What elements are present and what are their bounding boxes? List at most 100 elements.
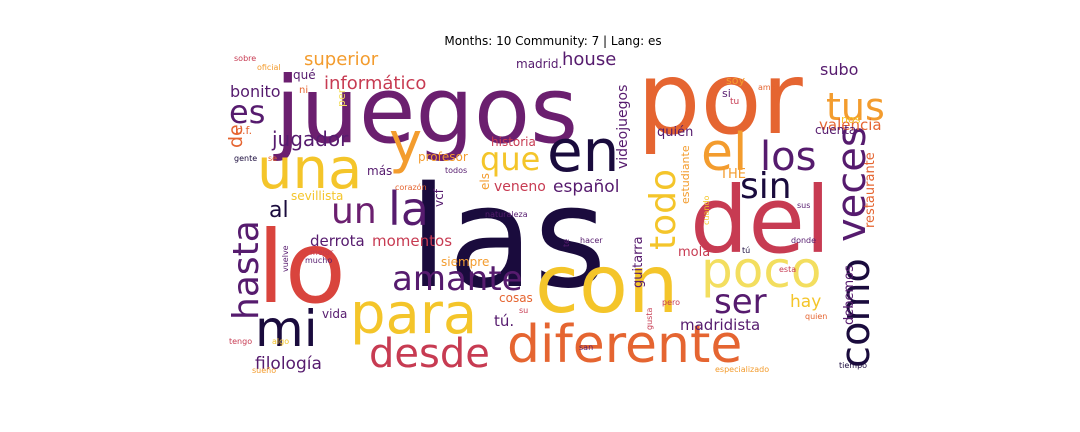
cloud-word: la xyxy=(388,182,429,236)
cloud-word: tu xyxy=(730,97,739,107)
cloud-word: c.f. xyxy=(236,124,252,137)
cloud-word: juegos xyxy=(273,57,578,164)
cloud-word: restaurante xyxy=(863,152,878,228)
cloud-word: soy xyxy=(726,74,745,87)
cloud-word: siempre xyxy=(441,255,489,269)
cloud-word: superior xyxy=(304,50,379,70)
cloud-word: veces xyxy=(829,126,875,242)
cloud-word: en xyxy=(547,117,619,185)
cloud-word: vcf xyxy=(432,188,446,207)
cloud-word: ni xyxy=(299,85,308,96)
cloud-word: madrid. xyxy=(516,57,562,71)
cloud-word: mola xyxy=(678,245,710,260)
cloud-word: tus xyxy=(826,85,883,129)
cloud-word: que xyxy=(480,140,540,178)
cloud-word: gente xyxy=(234,154,257,163)
cloud-word: naturaleza xyxy=(485,210,528,219)
cloud-word: house xyxy=(562,50,616,70)
cloud-word: cuenta xyxy=(815,123,856,137)
cloud-word: sin xyxy=(740,166,792,207)
cloud-word: ser xyxy=(714,282,767,322)
cloud-word: al xyxy=(269,198,289,223)
cloud-word: veneno xyxy=(494,179,546,195)
cloud-word: jugador xyxy=(271,127,349,151)
cloud-word: todo xyxy=(643,169,684,250)
cloud-word: sobre xyxy=(234,54,256,63)
cloud-word: diferente xyxy=(507,315,742,375)
cloud-word: vuelve xyxy=(281,245,290,272)
cloud-word: una xyxy=(257,137,362,202)
cloud-word: sus xyxy=(797,201,810,210)
cloud-word: tú. xyxy=(494,312,514,330)
cloud-word: mucho xyxy=(305,256,332,265)
cloud-word: algo xyxy=(272,337,289,346)
cloud-word: del xyxy=(690,167,831,274)
cloud-word: todos xyxy=(445,166,467,175)
cloud-word: quién xyxy=(657,125,693,140)
cloud-word: de xyxy=(225,124,247,148)
cloud-word: valencia xyxy=(819,116,882,134)
cloud-word: els xyxy=(478,173,492,190)
cloud-word: desde xyxy=(369,331,490,377)
cloud-word: lo xyxy=(257,209,346,326)
word-cloud: juegos por las con del lo una en y diferente para m… xyxy=(217,50,883,383)
cloud-word: videojuegos xyxy=(615,85,631,169)
cloud-word: mejor xyxy=(310,248,334,257)
cloud-word: derrota xyxy=(310,232,365,250)
cloud-word: las xyxy=(409,157,607,320)
cloud-word: madridista xyxy=(680,316,760,334)
cloud-word: para xyxy=(350,282,477,347)
cloud-word: por xyxy=(637,50,804,157)
cloud-word: oficial xyxy=(257,63,281,72)
cloud-word: el xyxy=(701,123,747,183)
cloud-word: guitarra xyxy=(631,236,646,288)
chart-title: Months: 10 Community: 7 | Lang: es xyxy=(444,34,662,48)
cloud-word: sueño xyxy=(252,366,276,375)
cloud-word: corazón xyxy=(395,182,427,192)
cloud-word: nos xyxy=(841,113,861,126)
cloud-word: los xyxy=(760,134,816,180)
cloud-word: amor xyxy=(758,83,780,92)
cloud-word: si xyxy=(722,87,731,100)
cloud-word: momentos xyxy=(372,232,452,250)
cloud-word: gusta xyxy=(645,308,654,330)
cloud-word: especializado xyxy=(715,365,769,374)
cloud-word: con xyxy=(535,238,679,331)
cloud-word: san xyxy=(579,343,593,352)
cloud-word: esta xyxy=(779,265,796,274)
cloud-word: cuando xyxy=(702,195,711,225)
cloud-word: filología xyxy=(255,354,322,374)
cloud-word: tú xyxy=(742,246,750,255)
cloud-word: te xyxy=(562,239,571,247)
cloud-word: amante xyxy=(392,259,523,299)
cloud-word: hacer xyxy=(580,236,603,245)
cloud-word: pero xyxy=(662,298,680,307)
cloud-word: sevillista xyxy=(291,189,343,203)
cloud-word: subo xyxy=(820,60,858,79)
cloud-word: bonito xyxy=(230,82,281,101)
cloud-word: donde xyxy=(791,236,816,245)
cloud-word: más xyxy=(367,164,392,178)
cloud-word: y xyxy=(389,111,422,176)
cloud-word: su xyxy=(519,306,528,315)
cloud-word: THE xyxy=(719,167,746,182)
cloud-word: tengo xyxy=(229,337,252,346)
cloud-word: hasta xyxy=(226,220,267,320)
cloud-word: hay xyxy=(790,292,821,312)
cloud-word: historia xyxy=(491,135,536,149)
cloud-word: se xyxy=(268,154,277,163)
cloud-word: cosas xyxy=(499,291,533,305)
cloud-word: estudiante xyxy=(679,145,692,204)
cloud-word: profesor xyxy=(418,150,468,164)
cloud-word: quien xyxy=(805,312,827,321)
cloud-word: per xyxy=(335,88,348,107)
cloud-word: un xyxy=(331,191,377,232)
cloud-word: como xyxy=(833,258,879,368)
cloud-word: es xyxy=(229,93,265,131)
cloud-word: informático xyxy=(324,73,426,94)
cloud-word: qué xyxy=(293,68,316,82)
cloud-word: vida xyxy=(322,307,347,321)
cloud-word: debemos xyxy=(842,265,857,325)
cloud-word: mi xyxy=(255,300,318,358)
